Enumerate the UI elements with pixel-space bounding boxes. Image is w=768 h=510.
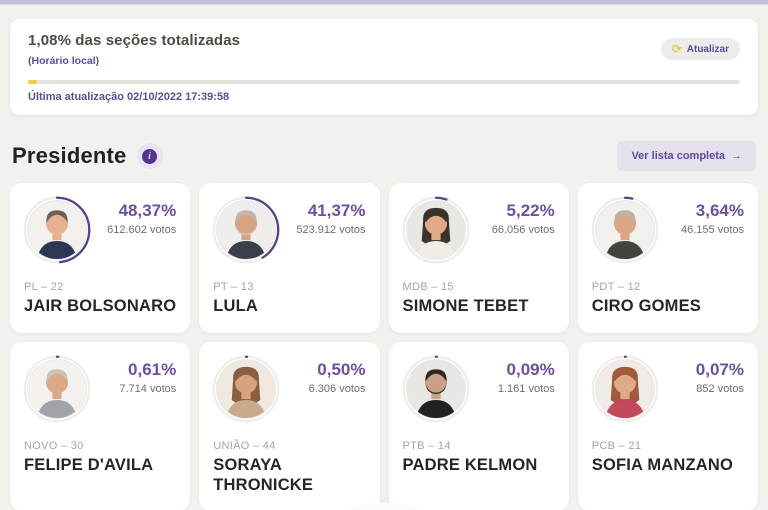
refresh-icon: ⟳ (671, 42, 682, 56)
page-title: Presidente (12, 143, 127, 168)
votes-count: 46.155 votos (681, 224, 744, 236)
votes-count: 66.056 votos (491, 224, 555, 236)
scroll-indicator[interactable] (346, 503, 422, 510)
candidate-name: JAIR BOLSONARO (24, 297, 177, 315)
votes-count: 1.161 votos (497, 382, 555, 395)
last-update-text: Última atualização 02/10/2022 17:39:58 (28, 91, 230, 103)
candidate-stats: 41,37% 523.912 votos (296, 195, 365, 236)
votes-count: 612.602 votos (107, 224, 177, 236)
candidate-stats: 0,61% 7.714 votos (119, 354, 176, 395)
candidate-avatar (211, 354, 281, 429)
info-icon[interactable]: i (136, 143, 163, 169)
votes-count: 7.714 votos (119, 382, 177, 395)
candidate-name: SORAYA THRONICKE (213, 455, 314, 494)
party-label: PT – 13 (213, 281, 254, 293)
candidates-grid: 48,37% 612.602 votos PL – 22 JAIR BOLSON… (10, 183, 758, 510)
candidate-name: LULA (213, 297, 259, 315)
candidate-avatar (22, 354, 92, 429)
candidate-card[interactable]: 0,09% 1.161 votos PTB – 14 PADRE KELMON (388, 341, 569, 510)
percent-value: 3,64% (695, 201, 744, 220)
party-label: NOVO – 30 (24, 439, 84, 452)
candidate-name: FELIPE D'AVILA (24, 455, 154, 474)
percent-value: 5,22% (506, 201, 555, 220)
view-full-list-label: Ver lista completa (631, 150, 725, 162)
candidate-stats: 0,07% 852 votos (696, 354, 744, 395)
party-label: MDB – 15 (402, 281, 454, 293)
candidate-card[interactable]: 41,37% 523.912 votos PT – 13 LULA (199, 183, 380, 333)
party-label: PL – 22 (24, 281, 64, 293)
info-icon-glyph: i (142, 148, 157, 164)
candidate-card[interactable]: 3,64% 46.155 votos PDT – 12 CIRO GOMES (577, 183, 758, 333)
refresh-button[interactable]: ⟳ Atualizar (660, 38, 740, 60)
percent-value: 48,37% (118, 201, 177, 220)
candidate-avatar (590, 195, 660, 270)
candidate-card[interactable]: 0,61% 7.714 votos NOVO – 30 FELIPE D'AVI… (10, 341, 191, 510)
percent-value: 0,61% (128, 359, 177, 379)
view-full-list-button[interactable]: Ver lista completa → (617, 141, 756, 171)
percent-value: 0,07% (695, 359, 744, 379)
refresh-label: Atualizar (686, 43, 729, 55)
percent-value: 0,09% (506, 359, 555, 379)
totalization-progress-bar (28, 80, 740, 84)
candidate-avatar (22, 195, 92, 270)
arrow-right-icon: → (731, 150, 742, 162)
totalization-card: 1,08% das seções totalizadas (Horário lo… (10, 19, 758, 115)
party-label: UNIÃO – 44 (213, 439, 276, 452)
candidate-avatar (401, 195, 471, 270)
candidate-stats: 0,50% 6.306 votos (309, 354, 366, 395)
candidate-stats: 48,37% 612.602 votos (107, 195, 176, 236)
party-label: PDT – 12 (591, 281, 641, 293)
party-label: PCB – 21 (591, 439, 642, 452)
candidate-stats: 0,09% 1.161 votos (498, 354, 555, 395)
percent-value: 0,50% (317, 359, 366, 379)
party-label: PTB – 14 (402, 439, 451, 452)
candidate-card[interactable]: 0,07% 852 votos PCB – 21 SOFIA MANZANO (577, 341, 758, 510)
candidate-name: CIRO GOMES (591, 297, 702, 315)
totalization-text-block: 1,08% das seções totalizadas (Horário lo… (28, 32, 240, 67)
percent-value: 41,37% (307, 201, 366, 220)
top-strip (0, 0, 768, 5)
candidate-card[interactable]: 48,37% 612.602 votos PL – 22 JAIR BOLSON… (10, 183, 191, 333)
section-header: Presidente i Ver lista completa → (12, 141, 756, 171)
candidate-name: SIMONE TEBET (402, 297, 529, 315)
totalization-progress-fill (28, 80, 38, 84)
candidate-name: SOFIA MANZANO (591, 455, 734, 474)
votes-count: 6.306 votos (308, 382, 366, 395)
local-time-note: (Horário local) (28, 55, 100, 67)
candidate-name: PADRE KELMON (402, 455, 538, 474)
totalization-title: 1,08% das seções totalizadas (28, 32, 241, 49)
candidate-card[interactable]: 0,50% 6.306 votos UNIÃO – 44 SORAYA THRO… (199, 341, 380, 510)
candidate-avatar (211, 195, 281, 270)
candidate-stats: 5,22% 66.056 votos (492, 195, 555, 236)
votes-count: 523.912 votos (296, 224, 366, 236)
candidate-avatar (590, 354, 660, 429)
candidate-stats: 3,64% 46.155 votos (681, 195, 744, 236)
candidate-avatar (401, 354, 471, 429)
votes-count: 852 votos (696, 382, 744, 395)
candidate-card[interactable]: 5,22% 66.056 votos MDB – 15 SIMONE TEBET (388, 183, 569, 333)
